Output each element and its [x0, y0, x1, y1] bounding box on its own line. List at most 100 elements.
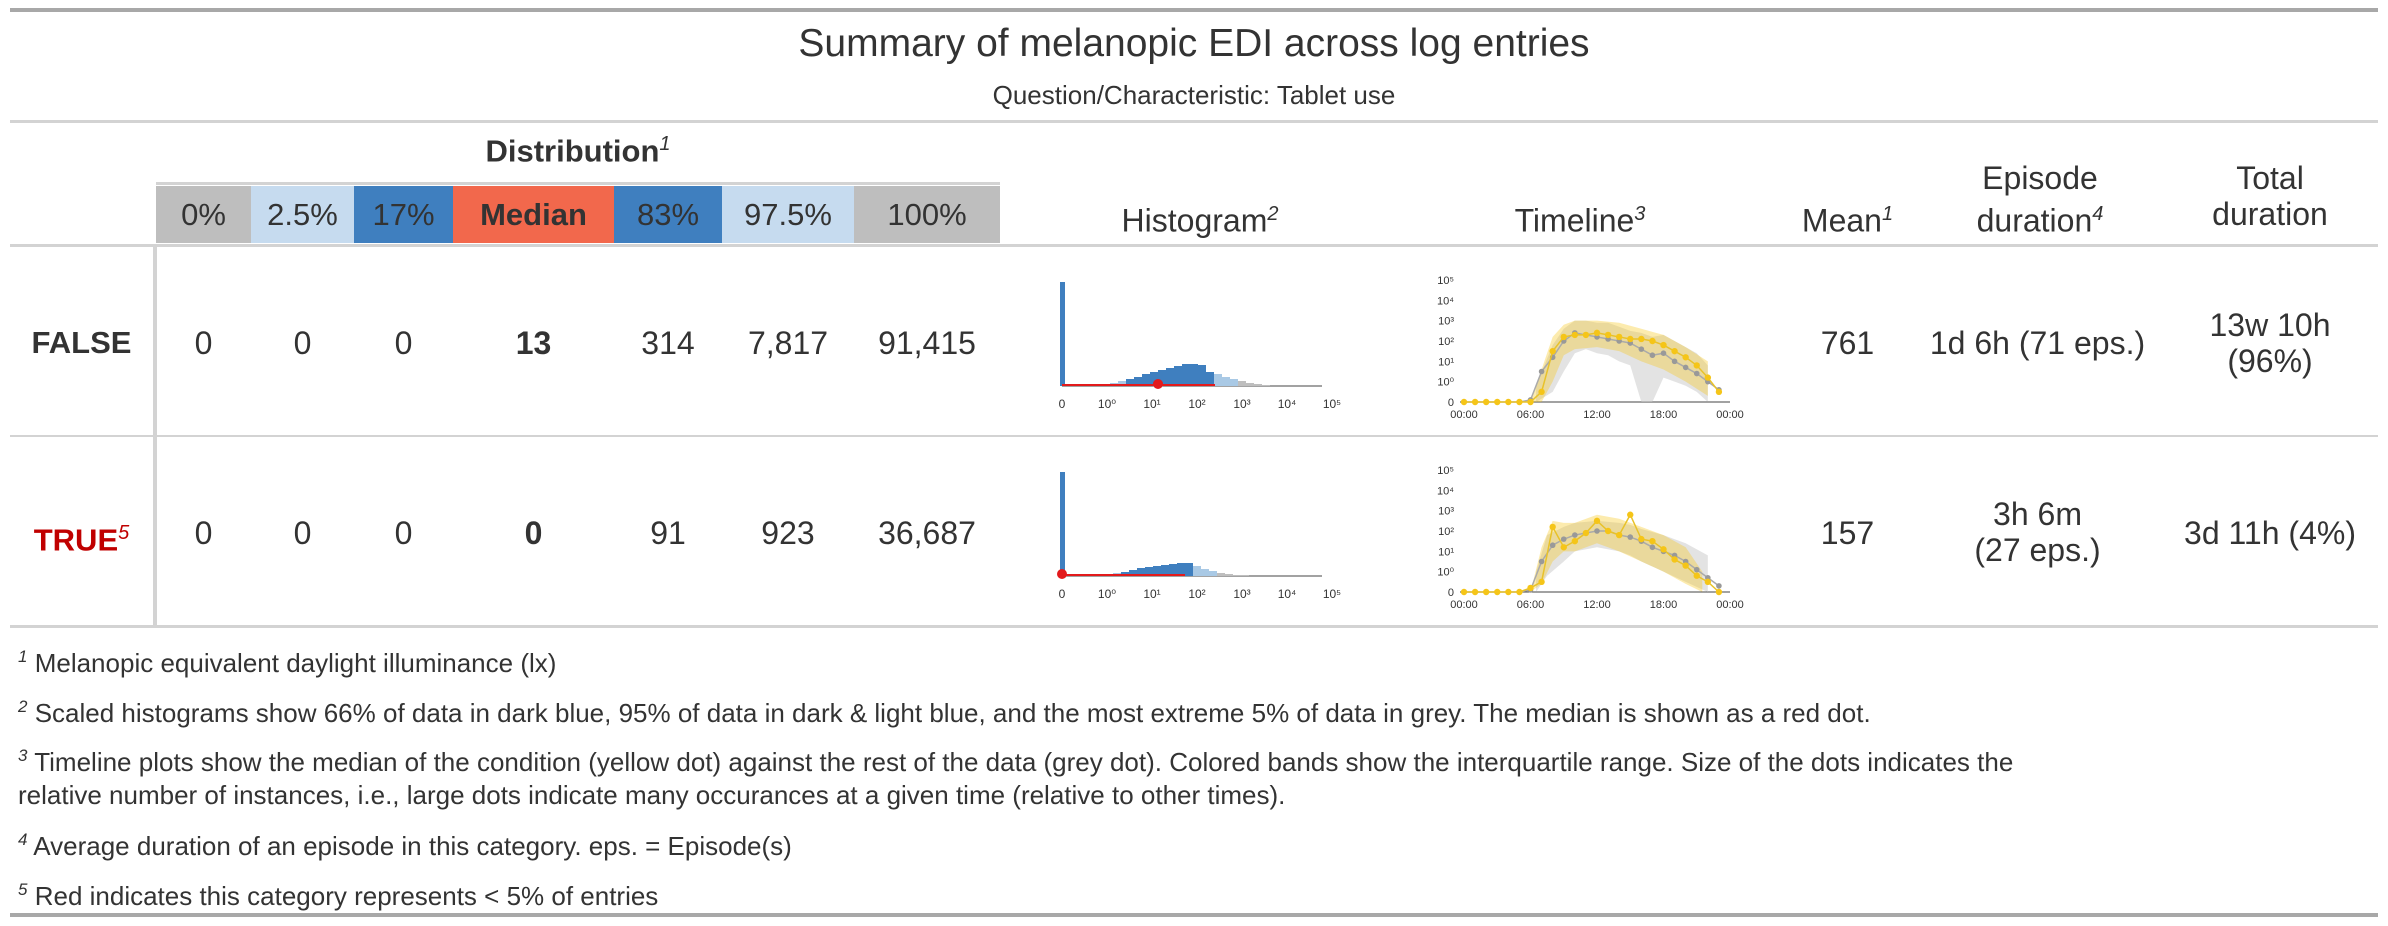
hist-bar	[1233, 575, 1241, 576]
hist-tick-label: 10²	[1188, 397, 1205, 411]
timeline-x-tick: 06:00	[1517, 409, 1545, 420]
timeline-x-tick: 00:00	[1716, 599, 1744, 610]
hist-bar	[1137, 568, 1145, 576]
hist-tick-label: 10¹	[1143, 397, 1160, 411]
histogram-header-label: Histogram	[1121, 202, 1268, 239]
row-true-p83: 91	[650, 515, 686, 551]
distribution-label: Distribution	[485, 133, 660, 169]
timeline-grey-dot	[1693, 566, 1700, 573]
hist-bar	[1153, 566, 1161, 576]
timeline-y-tick: 0	[1448, 587, 1454, 599]
timeline-yellow-dot	[1671, 556, 1678, 563]
episode-header-text: duration	[1976, 202, 2093, 239]
hist-bar	[1129, 570, 1137, 576]
timeline-yellow-dot	[1471, 588, 1479, 596]
body-bottom-rule	[10, 625, 2378, 628]
hist-bar	[1217, 573, 1225, 576]
timeline-grey-dot	[1538, 368, 1545, 375]
timeline-y-tick: 10¹	[1438, 546, 1454, 558]
footnote-mark: 4	[2092, 203, 2104, 225]
timeline-yellow-band	[1530, 320, 1708, 402]
hist-bar	[1145, 567, 1153, 576]
table-subtitle: Question/Characteristic: Tablet use	[992, 80, 1396, 110]
timeline-grey-dot	[1649, 352, 1656, 359]
timeline-false: 0 10⁰ 10¹ 10² 10³ 10⁴ 10⁵ 00:00 06:00 12:00 18:00 0…	[1437, 275, 1744, 420]
timeline-x-tick: 00:00	[1450, 409, 1478, 420]
timeline-yellow-dot	[1482, 398, 1490, 406]
hist-bar	[1161, 565, 1169, 576]
timeline-x-tick: 18:00	[1650, 599, 1678, 610]
row-false-episode: 1d 6h (71 eps.)	[1929, 325, 2146, 361]
episode-header-line2: duration4	[1920, 196, 2160, 239]
timeline-yellow-band	[1530, 514, 1703, 592]
percentile-0-label: 0%	[156, 186, 251, 243]
hist-bar	[1126, 379, 1134, 386]
timeline-grey-dot	[1627, 534, 1634, 540]
hist-bar	[1190, 364, 1198, 386]
timeline-yellow-dot	[1560, 333, 1567, 341]
timeline-yellow-dot	[1471, 398, 1479, 406]
hist-tick-label: 10³	[1233, 587, 1250, 601]
timeline-y-tick: 10³	[1438, 506, 1454, 518]
timeline-y-tick: 0	[1448, 397, 1454, 409]
row-false-p100: 91,415	[878, 325, 976, 361]
table-top-rule	[10, 8, 2378, 12]
row-true-p0: 0	[194, 515, 213, 551]
row-true-mean: 157	[1820, 515, 1875, 551]
footnote-5: 5 Red indicates this category represents…	[18, 873, 2358, 913]
hist-bar	[1150, 372, 1158, 386]
percentile-17-label: 17%	[354, 186, 453, 243]
footnote-3: 3 Timeline plots show the median of the …	[18, 739, 2358, 812]
mean-header: Mean1	[1780, 196, 1915, 239]
timeline-yellow-dot	[1549, 523, 1556, 531]
timeline-y-tick: 10⁴	[1437, 485, 1454, 497]
episode-header-line1: Episode	[1982, 160, 2098, 196]
row-label-true: TRUE5	[10, 513, 153, 560]
timeline-yellow-dot	[1560, 544, 1567, 551]
timeline-yellow-dot	[1615, 333, 1623, 341]
hist-bar	[1241, 575, 1249, 576]
timeline-grey-dot	[1549, 542, 1556, 549]
timeline-yellow-dot	[1638, 335, 1645, 343]
timeline-yellow-dot	[1505, 398, 1512, 406]
footnote-text: Scaled histograms show 66% of data in da…	[34, 698, 1871, 728]
percentile-100: 100%	[854, 186, 1000, 243]
timeline-yellow-dot	[1571, 537, 1579, 545]
timeline-grey-dot	[1649, 544, 1656, 551]
footnote-4: 4 Average duration of an episode in this…	[18, 823, 2358, 863]
row-true-p97-5: 923	[761, 515, 815, 551]
timeline-yellow-dot	[1604, 527, 1612, 535]
hist-bar	[1262, 385, 1270, 386]
percentile-83: 83%	[614, 186, 722, 243]
row-false-median: 13	[515, 325, 552, 361]
histogram-true: 0 10⁰ 10¹ 10² 10³ 10⁴ 10⁵	[1057, 472, 1341, 601]
row-label-false: FALSE	[10, 323, 153, 363]
mean-header-label: Mean	[1801, 202, 1882, 239]
hist-bar	[1142, 374, 1150, 386]
footnote-mark: 2	[1267, 203, 1279, 225]
timeline-grey-dot	[1660, 350, 1667, 356]
timeline-x-tick: 00:00	[1450, 599, 1478, 610]
timeline-yellow-dot	[1505, 588, 1512, 596]
timeline-x-tick: 06:00	[1517, 599, 1545, 610]
hist-bar	[1254, 384, 1262, 386]
hist-bar	[1238, 381, 1246, 386]
footnote-text: Average duration of an episode in this c…	[33, 831, 792, 861]
footnote-mark: 3	[18, 746, 28, 765]
hist-tick-label: 10⁰	[1098, 587, 1116, 601]
footnote-text: Melanopic equivalent daylight illuminanc…	[34, 648, 557, 678]
hist-bar	[1193, 566, 1201, 576]
hist-bar	[1174, 366, 1182, 386]
hist-bar	[1201, 569, 1209, 576]
hist-bar	[1060, 282, 1065, 386]
footnote-text: Timeline plots show the median of the co…	[34, 747, 2014, 777]
timeline-yellow-dot	[1649, 337, 1656, 345]
timeline-y-tick: 10¹	[1438, 356, 1454, 368]
hist-bar	[1246, 383, 1254, 386]
hist-tick-label: 10⁵	[1323, 397, 1341, 411]
hist-bar	[1177, 563, 1185, 576]
timeline-grey-dot	[1693, 370, 1700, 377]
row-true-p17: 0	[394, 515, 413, 551]
row-false-p17: 0	[394, 325, 413, 361]
timeline-grey-dot	[1638, 346, 1645, 352]
